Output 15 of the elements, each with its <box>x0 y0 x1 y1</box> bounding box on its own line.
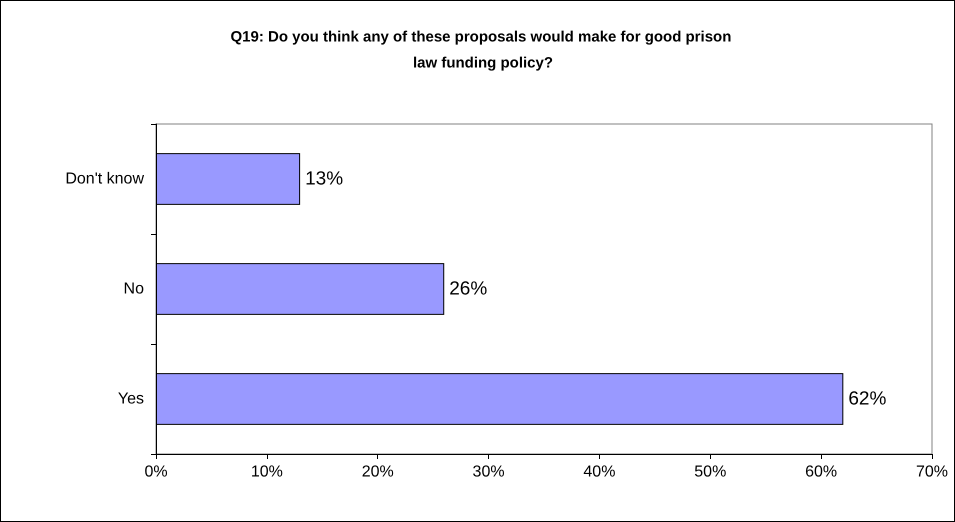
y-tick-label: No <box>124 280 144 298</box>
y-tick-label: Don't know <box>65 170 144 188</box>
data-label: 62% <box>848 388 886 410</box>
chart-title: Q19: Do you think any of these proposals would make for good prison law funding policy? <box>230 28 736 72</box>
x-tick-label: 60% <box>805 464 838 480</box>
x-tick-label: 70% <box>916 464 948 480</box>
x-tick-label: 0% <box>144 464 168 480</box>
x-tick-label: 30% <box>472 464 505 480</box>
data-label: 26% <box>449 278 488 300</box>
x-tick-label: 50% <box>694 464 726 480</box>
x-tick-label: 40% <box>583 464 616 480</box>
data-label: 13% <box>305 168 344 190</box>
x-tick-label: 10% <box>250 464 283 480</box>
y-tick-label: Yes <box>118 390 144 408</box>
x-tick-label: 20% <box>362 464 394 480</box>
